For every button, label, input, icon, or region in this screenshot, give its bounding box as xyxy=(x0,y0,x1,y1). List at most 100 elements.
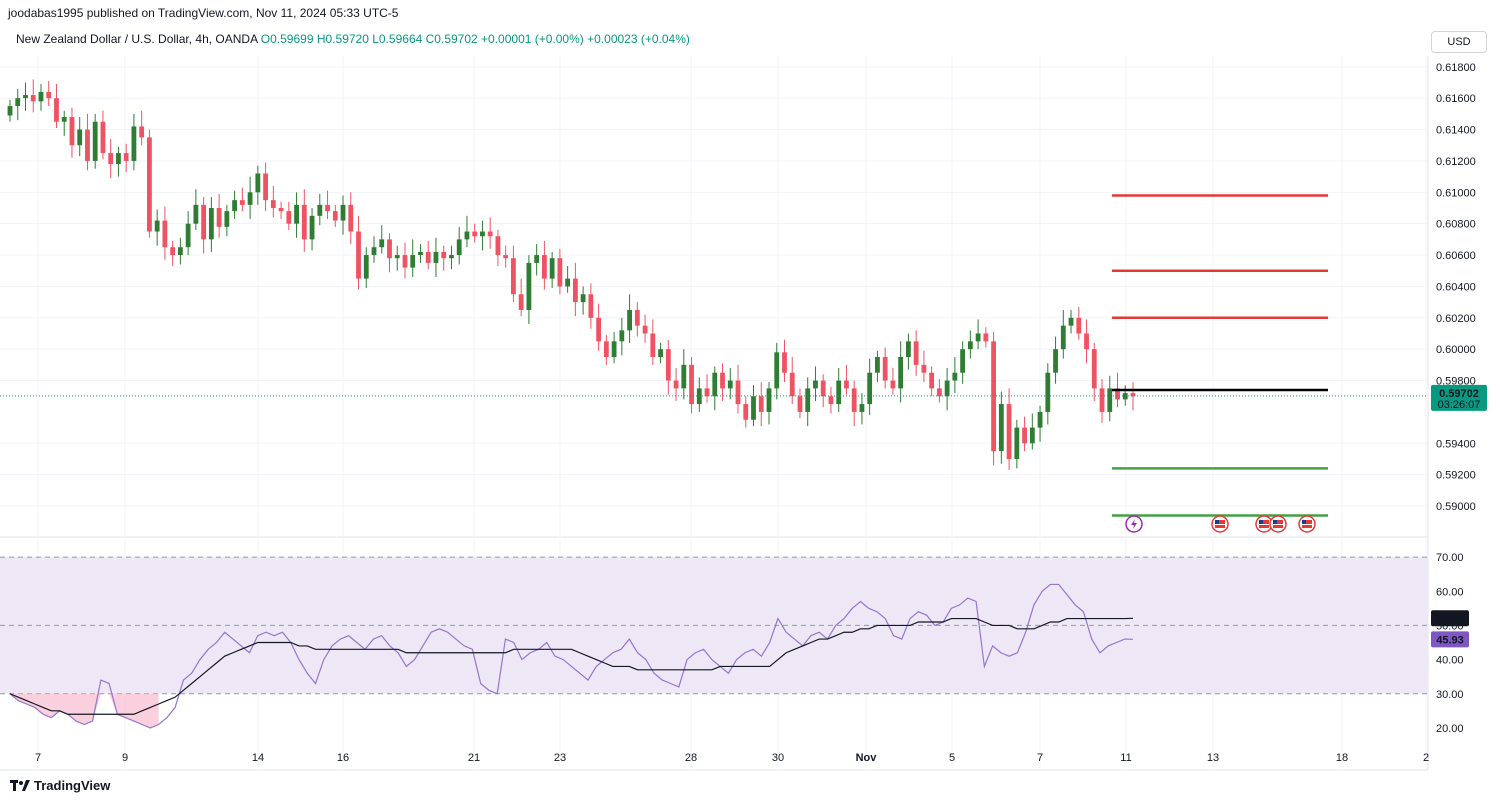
candle xyxy=(898,357,904,389)
candle xyxy=(774,352,780,389)
candle xyxy=(557,258,563,287)
candle xyxy=(913,341,919,365)
candle xyxy=(735,380,741,405)
candle xyxy=(387,239,392,259)
candle xyxy=(278,208,284,212)
candle xyxy=(232,200,238,212)
candle xyxy=(402,255,408,268)
candle xyxy=(286,211,292,224)
price-tick-label: 0.61600 xyxy=(1436,93,1476,105)
candle xyxy=(301,204,307,240)
candle xyxy=(247,192,253,205)
last-price-badge xyxy=(1431,384,1487,411)
us-flag-canton xyxy=(1259,520,1263,524)
candle xyxy=(813,380,818,389)
us-flag-canton xyxy=(1215,520,1219,524)
candle xyxy=(85,129,90,161)
candle xyxy=(224,211,230,227)
candle xyxy=(820,380,826,397)
candle xyxy=(1022,427,1027,444)
candle xyxy=(1045,372,1051,412)
rsi-ma-label: 52.08 xyxy=(1436,613,1464,625)
us-flag-canton xyxy=(1302,520,1306,524)
candle xyxy=(588,294,594,318)
candle xyxy=(30,95,36,102)
date-tick-label: 2 xyxy=(1423,752,1429,764)
symbol-name[interactable]: New Zealand Dollar / U.S. Dollar, 4h, OA… xyxy=(16,32,258,46)
candle xyxy=(371,247,377,256)
us-flag-canton xyxy=(1273,520,1277,524)
candle xyxy=(1060,325,1066,350)
symbol-info: New Zealand Dollar / U.S. Dollar, 4h, OA… xyxy=(16,32,690,46)
candle xyxy=(239,200,245,205)
candle xyxy=(1084,333,1089,350)
candle xyxy=(998,404,1004,452)
candle xyxy=(689,364,694,405)
price-tick-label: 0.60600 xyxy=(1436,250,1476,262)
currency-button[interactable]: USD xyxy=(1431,31,1487,53)
candle xyxy=(487,231,493,237)
candle xyxy=(123,153,129,161)
candle xyxy=(518,294,524,310)
candle xyxy=(867,372,873,405)
candle xyxy=(967,341,973,350)
price-tick-label: 0.59400 xyxy=(1436,438,1476,450)
candle xyxy=(634,309,640,326)
candle xyxy=(541,255,547,279)
candle xyxy=(263,173,268,201)
candle xyxy=(1037,411,1043,428)
candle xyxy=(495,236,501,256)
countdown-label: 03:26:07 xyxy=(1438,399,1481,411)
price-tick-label: 0.59200 xyxy=(1436,470,1476,482)
date-tick-label: 9 xyxy=(122,752,128,764)
ohlc-low: L0.59664 xyxy=(372,32,423,46)
candle xyxy=(208,208,214,240)
candle xyxy=(270,200,276,208)
candle xyxy=(952,372,958,381)
price-tick-label: 0.60800 xyxy=(1436,219,1476,231)
candle xyxy=(658,349,663,358)
candle xyxy=(882,357,888,381)
date-tick-label: 11 xyxy=(1120,752,1131,764)
price-tick-label: 0.59000 xyxy=(1436,501,1476,513)
ohlc-close: C0.59702 xyxy=(425,32,478,46)
candle xyxy=(549,258,555,279)
publisher-line: joodabas1995 published on TradingView.co… xyxy=(8,6,399,20)
candle xyxy=(23,95,28,99)
candle xyxy=(805,388,811,412)
candle xyxy=(789,372,795,397)
candle xyxy=(983,333,989,342)
candle xyxy=(418,251,423,256)
candle xyxy=(975,333,981,342)
candle xyxy=(681,364,687,389)
candle xyxy=(77,129,83,146)
tradingview-logo[interactable]: TradingView xyxy=(10,778,110,793)
candle xyxy=(69,117,75,146)
candle xyxy=(859,404,865,412)
candle xyxy=(201,204,207,240)
lightning-icon-glyph xyxy=(1131,519,1137,529)
candle xyxy=(921,364,927,373)
price-tick-label: 0.60000 xyxy=(1436,344,1476,356)
tradingview-logo-text: TradingView xyxy=(34,778,111,793)
price-tick-label: 0.61000 xyxy=(1436,187,1476,199)
candle xyxy=(216,208,222,227)
rsi-tick-label: 20.00 xyxy=(1436,723,1464,735)
candle xyxy=(92,121,98,161)
candle xyxy=(642,325,648,334)
rsi-ma-badge xyxy=(1431,610,1469,627)
candle xyxy=(960,349,966,373)
candle xyxy=(325,204,330,212)
candle xyxy=(565,278,571,287)
candle xyxy=(394,255,400,259)
price-tick-label: 0.60400 xyxy=(1436,281,1476,293)
candle xyxy=(758,396,764,412)
candle xyxy=(425,251,431,263)
price-tick-label: 0.61400 xyxy=(1436,125,1476,137)
rsi-oversold-fill xyxy=(10,693,159,728)
candle xyxy=(890,380,896,389)
candle xyxy=(526,262,532,310)
candle xyxy=(665,349,671,381)
candle xyxy=(38,91,44,102)
